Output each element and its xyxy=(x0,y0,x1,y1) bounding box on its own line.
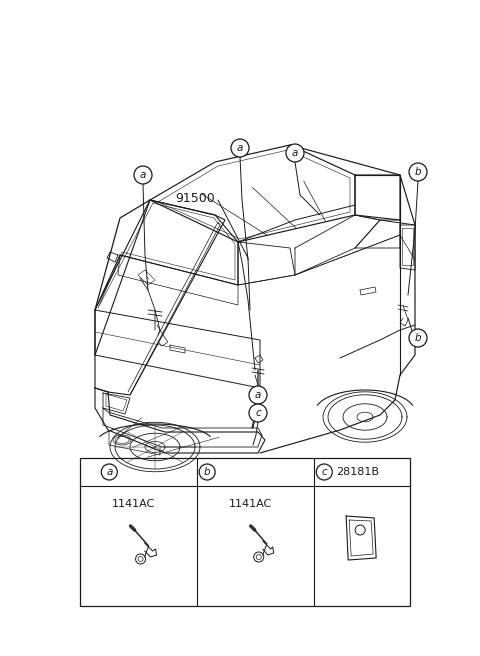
Circle shape xyxy=(134,166,152,184)
Text: a: a xyxy=(106,467,112,477)
Bar xyxy=(80,458,410,606)
Circle shape xyxy=(231,139,249,157)
Text: a: a xyxy=(292,148,298,158)
Text: b: b xyxy=(204,467,210,477)
Circle shape xyxy=(409,329,427,347)
Text: a: a xyxy=(237,143,243,153)
Text: 1141AC: 1141AC xyxy=(112,499,155,509)
Text: 1141AC: 1141AC xyxy=(229,499,272,509)
Circle shape xyxy=(199,464,215,480)
Text: b: b xyxy=(415,333,421,343)
Text: a: a xyxy=(140,170,146,180)
Text: c: c xyxy=(322,467,327,477)
Text: b: b xyxy=(415,167,421,177)
Circle shape xyxy=(409,163,427,181)
Circle shape xyxy=(249,386,267,404)
Circle shape xyxy=(316,464,332,480)
Text: 28181B: 28181B xyxy=(336,467,379,477)
Circle shape xyxy=(101,464,117,480)
Circle shape xyxy=(286,144,304,162)
Text: c: c xyxy=(255,408,261,418)
Text: 91500: 91500 xyxy=(175,192,215,205)
Circle shape xyxy=(249,404,267,422)
Text: a: a xyxy=(255,390,261,400)
